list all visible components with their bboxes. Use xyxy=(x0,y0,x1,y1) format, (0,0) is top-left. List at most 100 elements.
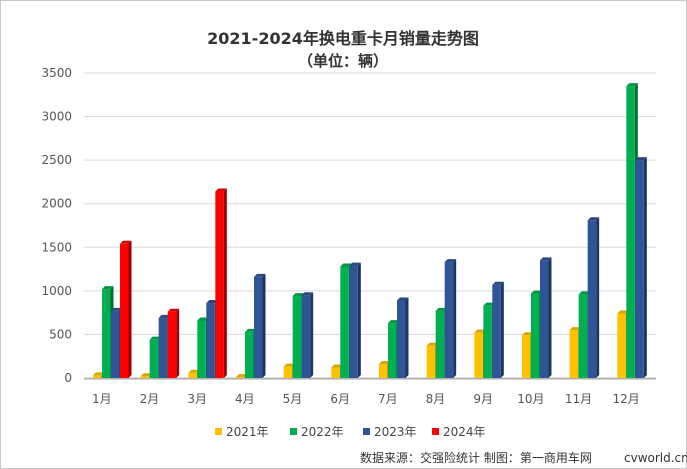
x-tick-label: 12月 xyxy=(613,392,640,406)
bar-2021年-4月 xyxy=(236,377,245,378)
bar-top xyxy=(206,300,218,304)
bar-2021年-10月 xyxy=(522,335,531,378)
bar-top xyxy=(617,310,629,314)
brand-watermark: cvworld.cn xyxy=(624,451,687,465)
bar-top xyxy=(483,302,495,306)
bar-top xyxy=(388,320,400,324)
bar-2022年-11月 xyxy=(578,294,588,378)
x-tick-label: 3月 xyxy=(187,392,207,406)
bar-2023年-10月 xyxy=(540,260,549,378)
bar-top xyxy=(474,329,486,333)
x-tick-label: 6月 xyxy=(330,392,350,406)
bar-2022年-8月 xyxy=(435,310,445,378)
bar-top xyxy=(254,273,266,277)
bar-top xyxy=(188,369,200,373)
x-tick-label: 5月 xyxy=(283,392,303,406)
bar-2021年-9月 xyxy=(474,332,483,378)
bar-2022年-6月 xyxy=(340,266,349,378)
bar-top xyxy=(149,336,162,340)
source-note: 数据来源：交强险统计 制图：第一商用车网 xyxy=(360,450,592,465)
bar-2023年-8月 xyxy=(444,262,454,378)
bar-2021年-2月 xyxy=(140,376,150,378)
bar-side xyxy=(453,259,457,378)
bar-top xyxy=(435,307,448,311)
bar-top xyxy=(492,281,504,285)
bar-side xyxy=(310,292,314,378)
y-tick-label: 3000 xyxy=(41,110,72,124)
bar-side xyxy=(357,262,361,378)
bar-2023年-7月 xyxy=(397,300,406,378)
bar-side xyxy=(500,281,504,378)
legend-label: 2023年 xyxy=(374,425,417,439)
bar-2023年-1月 xyxy=(111,310,120,378)
bar-2021年-1月 xyxy=(93,375,102,378)
x-tick-label: 7月 xyxy=(378,392,398,406)
bar-side xyxy=(223,188,227,378)
bar-top xyxy=(283,363,296,367)
bar-top xyxy=(245,328,257,332)
bar-top xyxy=(635,157,647,161)
bar-2021年-7月 xyxy=(379,364,388,378)
bar-top xyxy=(587,217,600,221)
legend-label: 2021年 xyxy=(226,425,269,439)
bar-top xyxy=(626,83,638,87)
bar-2022年-12月 xyxy=(626,86,635,379)
bar-2021年-3月 xyxy=(188,372,197,378)
bar-top xyxy=(379,361,391,365)
bar-2022年-7月 xyxy=(388,323,397,378)
bar-2022年-3月 xyxy=(197,320,206,378)
y-tick-label: 1000 xyxy=(41,284,72,298)
bar-2024年-2月 xyxy=(167,311,177,378)
bar-side xyxy=(405,297,409,378)
bar-2023年-12月 xyxy=(635,160,644,378)
bar-top xyxy=(120,240,132,244)
legend-label: 2024年 xyxy=(443,425,486,439)
bar-2023年-5月 xyxy=(301,295,311,378)
bar-top xyxy=(215,188,227,192)
bars-layer xyxy=(93,83,647,379)
bar-top xyxy=(140,373,153,377)
bar-top xyxy=(292,293,305,297)
y-tick-label: 0 xyxy=(64,371,72,385)
bar-top xyxy=(578,291,591,295)
bar-side xyxy=(643,157,647,378)
bar-side xyxy=(596,217,600,378)
bar-2023年-4月 xyxy=(254,276,263,378)
chart-subtitle: （单位：辆） xyxy=(298,52,388,70)
bar-side xyxy=(262,273,266,378)
legend: 2021年 2022年 2023年 2024年 xyxy=(215,425,486,439)
bar-top xyxy=(111,307,123,311)
bar-top xyxy=(444,259,457,263)
legend-swatch xyxy=(363,428,370,435)
bar-top xyxy=(522,332,534,336)
y-tick-label: 2000 xyxy=(41,197,72,211)
x-tick-label: 2月 xyxy=(140,392,160,406)
bar-top xyxy=(93,372,105,376)
y-tick-label: 500 xyxy=(49,327,72,341)
bar-2021年-11月 xyxy=(569,330,579,378)
bar-2023年-11月 xyxy=(587,220,597,378)
bar-2021年-8月 xyxy=(426,345,436,378)
legend-swatch xyxy=(432,428,439,435)
bar-top xyxy=(540,257,552,261)
bar-top xyxy=(167,308,180,312)
bar-top xyxy=(397,297,409,301)
bar-2024年-3月 xyxy=(215,191,224,378)
x-tick-label: 9月 xyxy=(473,392,493,406)
bar-2022年-1月 xyxy=(102,289,111,378)
bar-top xyxy=(569,327,582,331)
bar-top xyxy=(331,364,343,368)
bar-top xyxy=(102,286,114,290)
bar-side xyxy=(176,308,180,378)
x-tick-label: 10月 xyxy=(517,392,544,406)
legend-swatch xyxy=(290,428,297,435)
chart-title: 2021-2024年换电重卡月销量走势图 xyxy=(207,29,479,48)
bar-top xyxy=(236,374,248,378)
bar-top xyxy=(426,342,439,346)
y-tick-label: 3500 xyxy=(41,66,72,80)
bar-2022年-9月 xyxy=(483,305,492,378)
bar-2022年-4月 xyxy=(245,331,254,378)
y-tick-label: 1500 xyxy=(41,240,72,254)
